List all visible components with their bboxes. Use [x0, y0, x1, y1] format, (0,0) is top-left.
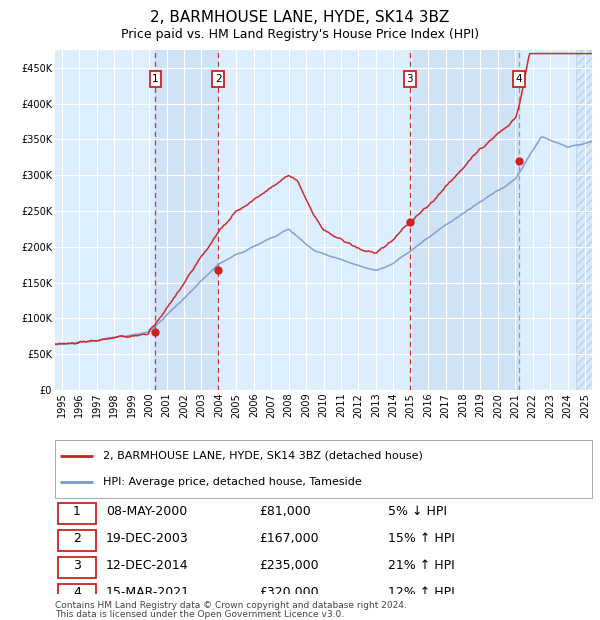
Text: £167,000: £167,000 — [259, 532, 319, 545]
Text: 15% ↑ HPI: 15% ↑ HPI — [388, 532, 455, 545]
Text: 4: 4 — [515, 74, 522, 84]
Bar — [577, 50, 592, 390]
FancyBboxPatch shape — [58, 530, 97, 551]
Text: HPI: Average price, detached house, Tameside: HPI: Average price, detached house, Tame… — [103, 477, 362, 487]
Text: 12-DEC-2014: 12-DEC-2014 — [106, 559, 188, 572]
Text: 2: 2 — [215, 74, 221, 84]
Text: Price paid vs. HM Land Registry's House Price Index (HPI): Price paid vs. HM Land Registry's House … — [121, 28, 479, 41]
Text: 12% ↑ HPI: 12% ↑ HPI — [388, 586, 455, 599]
Bar — [410, 50, 519, 390]
Text: 3: 3 — [73, 559, 81, 572]
Text: 3: 3 — [406, 74, 413, 84]
Bar — [155, 50, 218, 390]
Text: 1: 1 — [152, 74, 159, 84]
Text: 08-MAY-2000: 08-MAY-2000 — [106, 505, 187, 518]
FancyBboxPatch shape — [58, 503, 97, 524]
Text: 2: 2 — [73, 532, 81, 545]
Text: 21% ↑ HPI: 21% ↑ HPI — [388, 559, 455, 572]
Text: £235,000: £235,000 — [259, 559, 319, 572]
FancyBboxPatch shape — [58, 584, 97, 604]
Text: 2, BARMHOUSE LANE, HYDE, SK14 3BZ: 2, BARMHOUSE LANE, HYDE, SK14 3BZ — [151, 10, 449, 25]
Text: 15-MAR-2021: 15-MAR-2021 — [106, 586, 190, 599]
Text: This data is licensed under the Open Government Licence v3.0.: This data is licensed under the Open Gov… — [55, 611, 344, 619]
Text: 5% ↓ HPI: 5% ↓ HPI — [388, 505, 447, 518]
Text: Contains HM Land Registry data © Crown copyright and database right 2024.: Contains HM Land Registry data © Crown c… — [55, 601, 407, 609]
FancyBboxPatch shape — [58, 557, 97, 578]
Text: 4: 4 — [73, 586, 81, 599]
Text: £81,000: £81,000 — [259, 505, 311, 518]
Text: 19-DEC-2003: 19-DEC-2003 — [106, 532, 189, 545]
Text: £320,000: £320,000 — [259, 586, 319, 599]
Text: 2, BARMHOUSE LANE, HYDE, SK14 3BZ (detached house): 2, BARMHOUSE LANE, HYDE, SK14 3BZ (detac… — [103, 451, 423, 461]
Text: 1: 1 — [73, 505, 81, 518]
